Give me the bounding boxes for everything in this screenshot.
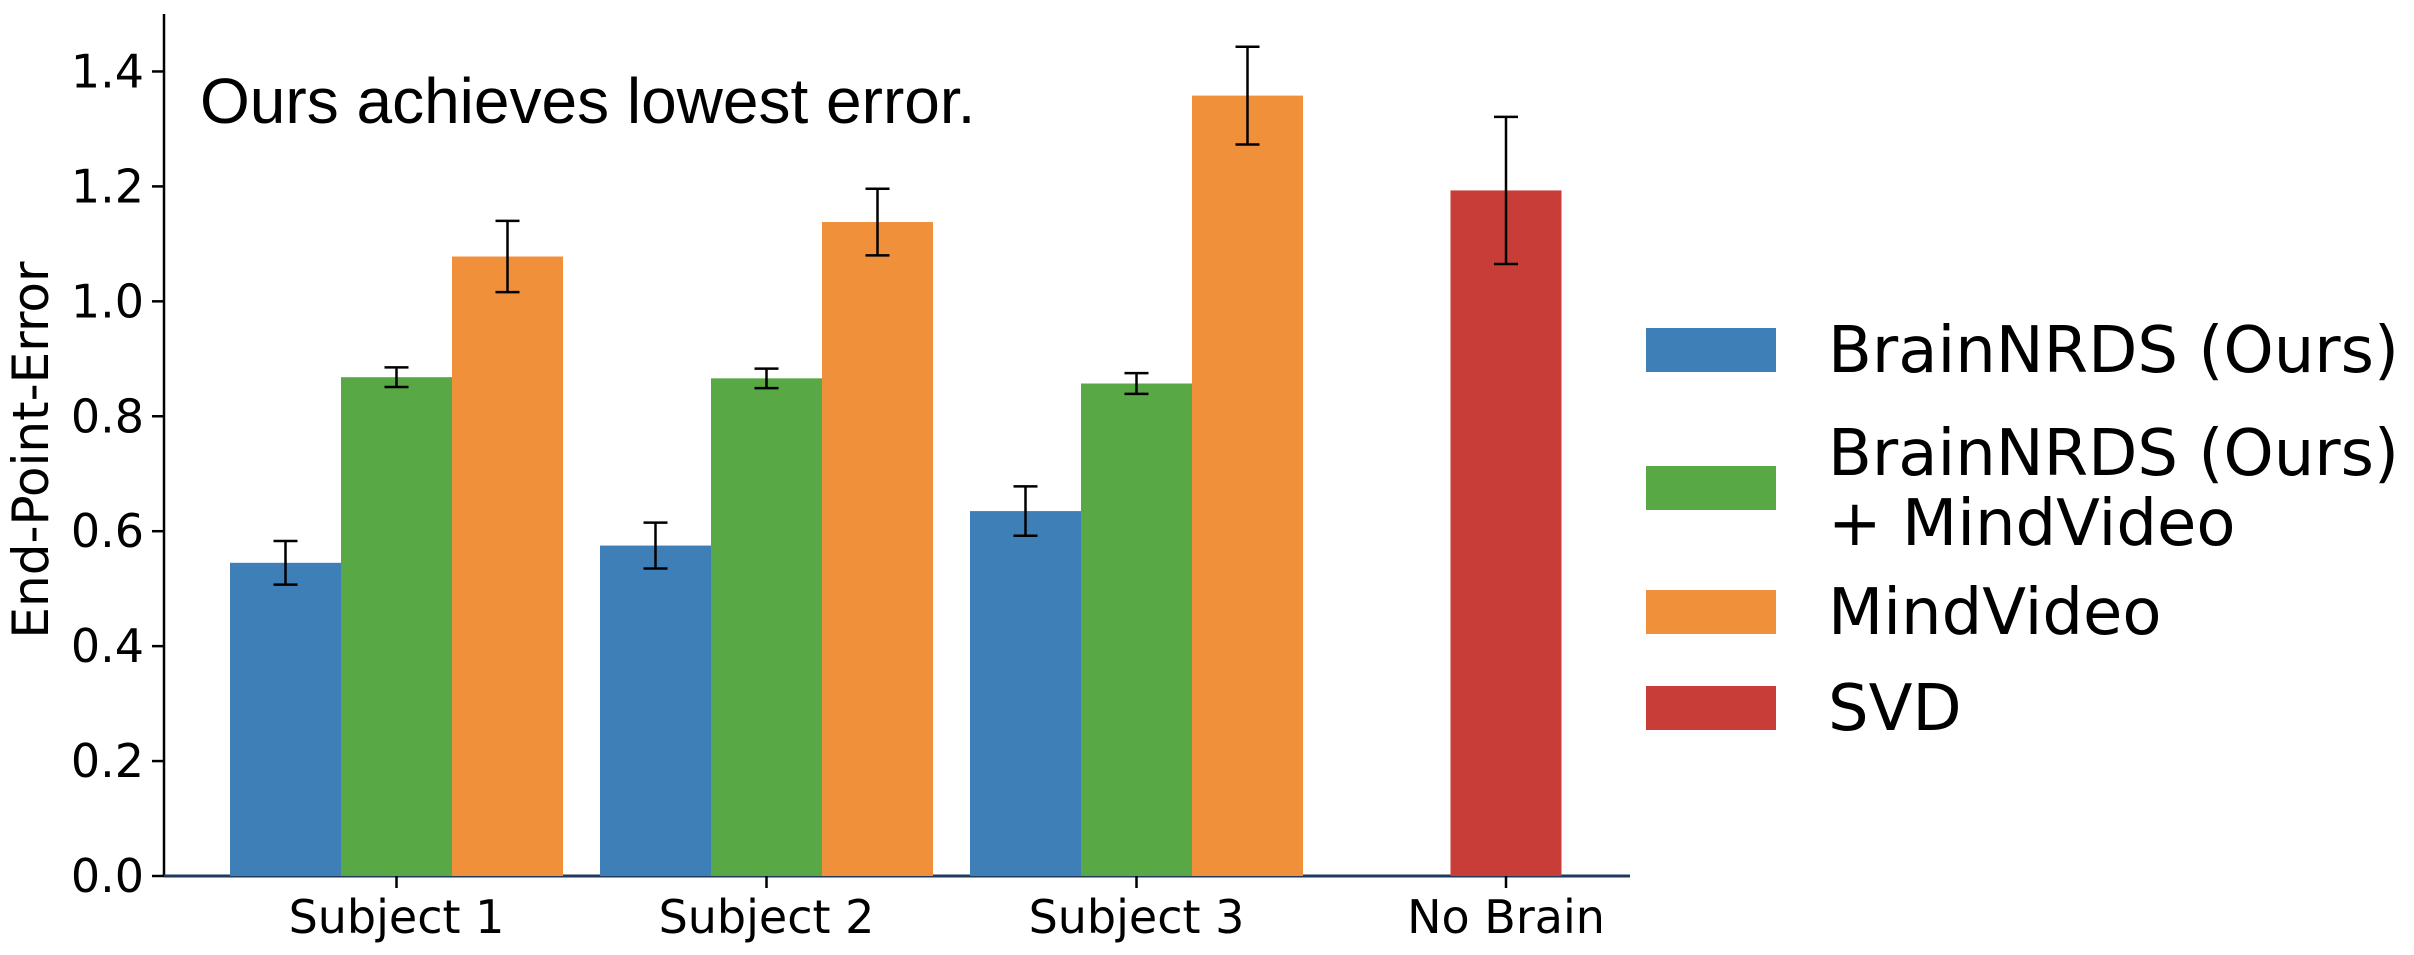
error-bar-mindvideo-subject-1 [495, 219, 520, 294]
y-tick-label: 1.0 [71, 274, 144, 328]
legend-label: BrainNRDS (Ours) [1828, 314, 2399, 388]
error-bar-brainnrds-ours-mindvideo-subject-1 [384, 366, 409, 389]
legend-label: MindVideo [1828, 576, 2162, 650]
bar-brainnrds-ours-subject-1 [230, 562, 341, 876]
bar-svd-no-brain [1450, 190, 1562, 876]
chart-annotation: Ours achieves lowest error. [200, 65, 975, 137]
bar-mindvideo-subject-3 [1192, 95, 1303, 877]
legend-swatch [1646, 590, 1776, 634]
x-tick-label: No Brain [1407, 890, 1605, 944]
error-bar-brainnrds-ours-mindvideo-subject-3 [1124, 371, 1149, 396]
legend-swatch [1646, 686, 1776, 730]
y-tick-label: 1.4 [71, 44, 144, 98]
bar-brainnrds-ours-mindvideo-subject-3 [1081, 383, 1192, 876]
error-bar-svd-no-brain [1494, 115, 1518, 266]
axis-labels: 0.0 0.2 0.4 0.6 0.8 1.0 1.2 1.4 Subject 1 Subject… [71, 44, 1605, 944]
x-tick-label: Subject 2 [659, 890, 875, 944]
y-axis-title: End-Point-Error [2, 261, 60, 639]
error-bar-brainnrds-ours-mindvideo-subject-2 [754, 367, 779, 390]
legend-label: BrainNRDS (Ours) + MindVideo [1828, 417, 2399, 561]
error-bar-mindvideo-subject-2 [865, 187, 890, 257]
error-bars [273, 45, 1518, 586]
y-tick-label: 0.2 [71, 734, 144, 788]
bar-mindvideo-subject-2 [822, 222, 933, 877]
legend-item-brainnrds-ours: BrainNRDS (Ours) [1646, 314, 2399, 388]
legend-swatch [1646, 466, 1776, 510]
y-tick-label: 0.0 [71, 849, 144, 903]
x-tick-label: Subject 3 [1029, 890, 1245, 944]
y-tick-label: 0.8 [71, 389, 144, 443]
error-bar-brainnrds-ours-subject-1 [273, 539, 298, 586]
y-tick-label: 1.2 [71, 159, 144, 213]
legend-item-mindvideo: MindVideo [1646, 576, 2162, 650]
legend-item-svd: SVD [1646, 672, 1962, 746]
x-tick-label: Subject 1 [289, 890, 505, 944]
bar-brainnrds-ours-subject-3 [970, 511, 1081, 876]
legend-swatch [1646, 328, 1776, 372]
legend-label: SVD [1828, 672, 1962, 746]
bar-brainnrds-ours-mindvideo-subject-2 [711, 378, 822, 876]
bar-mindvideo-subject-1 [452, 256, 563, 876]
error-bar-brainnrds-ours-subject-3 [1013, 485, 1038, 538]
bars [230, 95, 1562, 877]
bar-brainnrds-ours-subject-2 [600, 545, 711, 876]
bar-brainnrds-ours-mindvideo-subject-1 [341, 377, 452, 876]
legend-item-brainnrds-ours-mindvideo: BrainNRDS (Ours) + MindVideo [1646, 417, 2399, 561]
error-bar-brainnrds-ours-subject-2 [643, 521, 668, 570]
error-bar-mindvideo-subject-3 [1235, 45, 1260, 146]
y-tick-label: 0.4 [71, 619, 144, 673]
y-tick-label: 0.6 [71, 504, 144, 558]
legend: BrainNRDS (Ours) BrainNRDS (Ours) + MindVi… [1646, 314, 2399, 746]
